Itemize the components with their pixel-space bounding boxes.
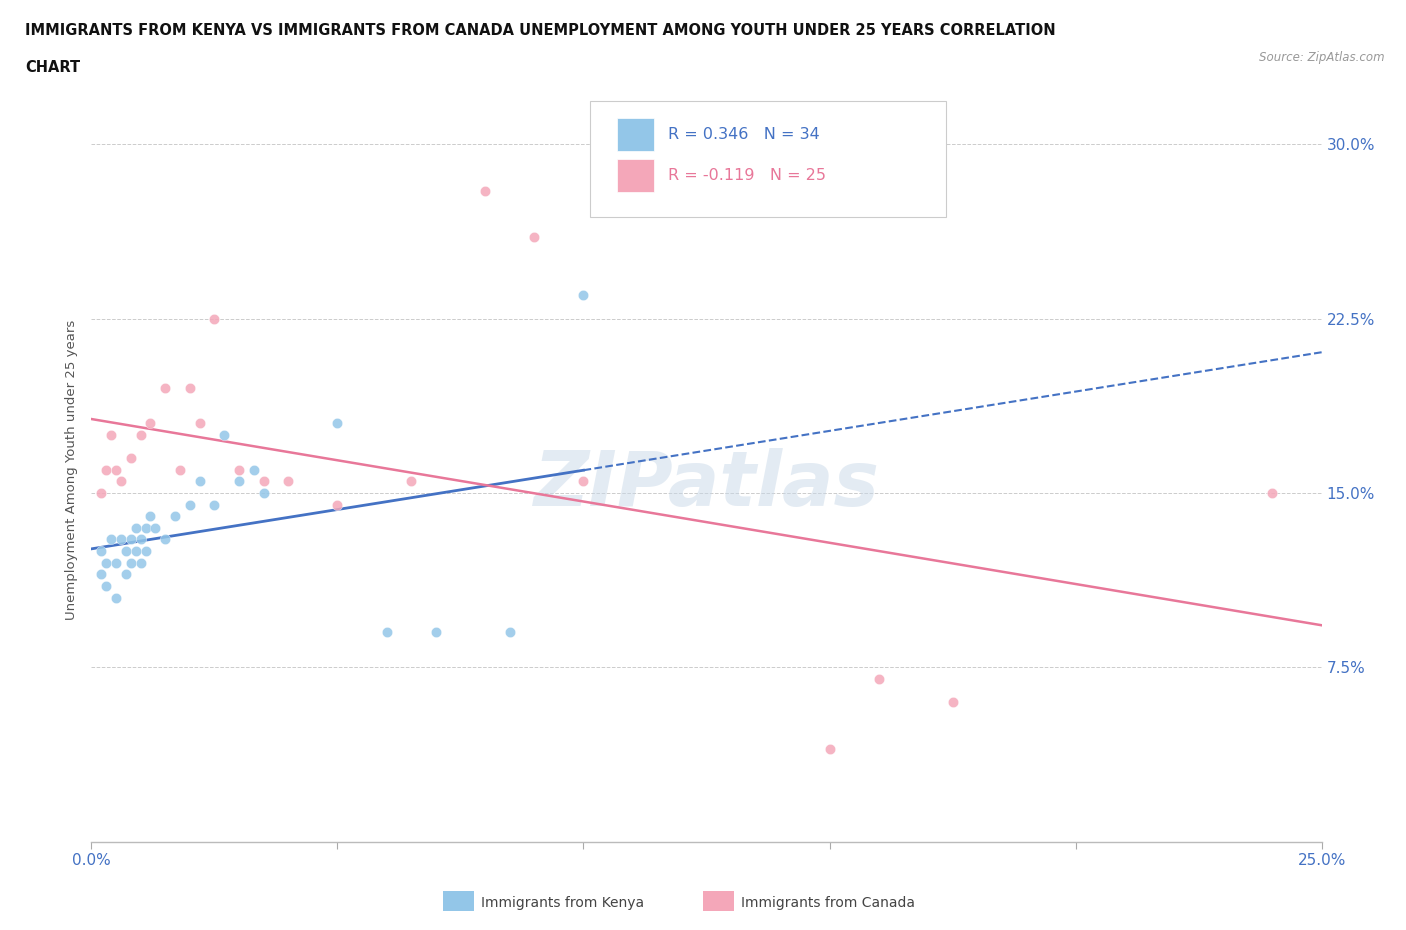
Point	[188, 474, 211, 489]
Point	[498, 625, 520, 640]
Point	[96, 462, 117, 477]
Point	[114, 543, 138, 558]
Point	[100, 428, 122, 443]
Point	[110, 532, 132, 547]
Point	[120, 532, 142, 547]
Point	[1261, 485, 1284, 500]
Point	[129, 428, 152, 443]
Point	[163, 509, 186, 524]
Text: ZIPatlas: ZIPatlas	[533, 447, 880, 522]
Point	[124, 543, 146, 558]
Point	[572, 474, 595, 489]
Point	[129, 555, 152, 570]
Point	[253, 474, 276, 489]
Point	[120, 451, 142, 466]
Text: Source: ZipAtlas.com: Source: ZipAtlas.com	[1260, 51, 1385, 64]
Point	[212, 428, 235, 443]
Point	[228, 474, 250, 489]
Point	[96, 578, 117, 593]
FancyBboxPatch shape	[617, 159, 654, 193]
Point	[202, 312, 225, 326]
Point	[105, 555, 127, 570]
Text: CHART: CHART	[25, 60, 80, 75]
Text: Immigrants from Kenya: Immigrants from Kenya	[481, 896, 644, 910]
Point	[96, 555, 117, 570]
Point	[90, 485, 112, 500]
Point	[375, 625, 398, 640]
Text: R = 0.346   N = 34: R = 0.346 N = 34	[668, 127, 820, 142]
FancyBboxPatch shape	[589, 101, 946, 217]
Point	[90, 567, 112, 582]
Point	[153, 532, 177, 547]
Point	[120, 555, 142, 570]
Point	[110, 474, 132, 489]
Point	[145, 521, 166, 536]
Point	[90, 543, 112, 558]
Point	[124, 521, 146, 536]
Point	[179, 381, 201, 396]
Point	[139, 509, 162, 524]
Point	[169, 462, 191, 477]
Point	[326, 416, 349, 431]
Point	[114, 567, 138, 582]
Point	[523, 230, 546, 245]
Point	[100, 532, 122, 547]
Point	[253, 485, 276, 500]
Text: R = -0.119   N = 25: R = -0.119 N = 25	[668, 168, 827, 183]
Point	[425, 625, 447, 640]
Point	[139, 416, 162, 431]
Point	[228, 462, 250, 477]
Point	[399, 474, 422, 489]
Y-axis label: Unemployment Among Youth under 25 years: Unemployment Among Youth under 25 years	[65, 320, 79, 619]
Point	[818, 741, 841, 756]
Point	[129, 532, 152, 547]
Point	[135, 543, 156, 558]
Point	[135, 521, 156, 536]
Point	[153, 381, 177, 396]
FancyBboxPatch shape	[617, 118, 654, 152]
Point	[179, 498, 201, 512]
Point	[572, 288, 595, 303]
Point	[188, 416, 211, 431]
Point	[277, 474, 299, 489]
Point	[105, 462, 127, 477]
Point	[105, 591, 127, 605]
Text: IMMIGRANTS FROM KENYA VS IMMIGRANTS FROM CANADA UNEMPLOYMENT AMONG YOUTH UNDER 2: IMMIGRANTS FROM KENYA VS IMMIGRANTS FROM…	[25, 23, 1056, 38]
Text: Immigrants from Canada: Immigrants from Canada	[741, 896, 915, 910]
Point	[941, 695, 963, 710]
Point	[202, 498, 225, 512]
Point	[474, 183, 496, 198]
Point	[868, 671, 890, 686]
Point	[242, 462, 264, 477]
Point	[326, 498, 349, 512]
